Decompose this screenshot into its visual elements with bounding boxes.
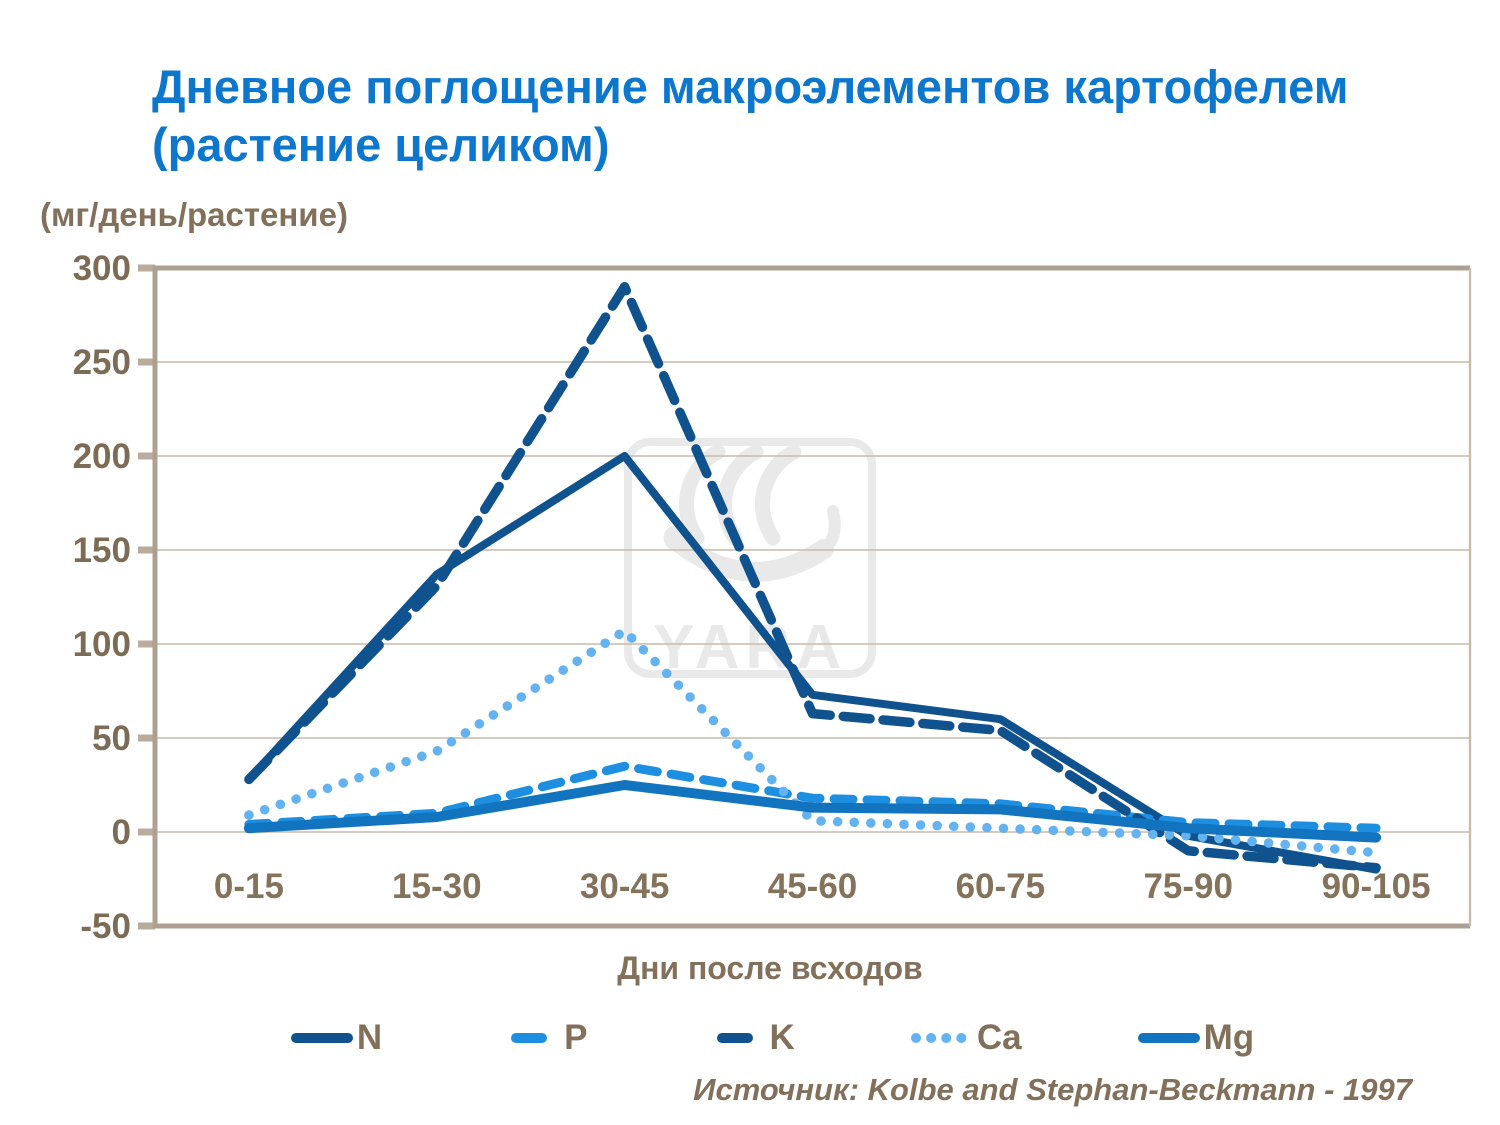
x-category-label-60-75: 60-75 — [956, 867, 1046, 906]
page-title-line2: (растение целиком) — [152, 118, 610, 172]
x-category-label-45-60: 45-60 — [768, 867, 858, 906]
y-tick-200 — [138, 452, 155, 460]
legend-swatch-p-icon — [511, 1033, 548, 1043]
watermark-sail-icon — [679, 444, 726, 546]
y-tick-label-50: 50 — [92, 719, 131, 758]
y-tick-0 — [138, 828, 155, 836]
legend-item-k: K — [704, 1018, 795, 1058]
page-title: Дневное поглощение макроэлементов картоф… — [152, 58, 1348, 175]
y-tick-label-250: 250 — [73, 343, 131, 382]
series-line-Mg — [243, 780, 1382, 843]
x-category-label-30-45: 30-45 — [580, 867, 670, 906]
x-axis-title: Дни после всходов — [617, 950, 923, 986]
watermark-head-icon — [818, 505, 841, 555]
y-tick-label-300: 300 — [73, 249, 131, 288]
y-tick-label-0: 0 — [112, 813, 131, 852]
y-tick-250 — [138, 358, 155, 366]
x-category-label-0-15: 0-15 — [214, 867, 284, 906]
legend-item-n: N — [290, 1018, 383, 1058]
watermark-frame — [624, 438, 876, 678]
page-title-line1: Дневное поглощение макроэлементов картоф… — [152, 60, 1349, 113]
legend-label-k: K — [769, 1018, 795, 1057]
legend-label-p: P — [564, 1018, 588, 1057]
y-tick-label-200: 200 — [73, 437, 131, 476]
legend-swatch-ca-icon — [910, 1033, 973, 1043]
series-line-Ca — [244, 626, 1381, 858]
source-citation: Источник: Kolbe and Stephan-Beckmann - 1… — [693, 1072, 1412, 1107]
watermark-text: YARA — [653, 613, 847, 682]
y-tick-label--50: -50 — [80, 907, 131, 946]
y-tick-300 — [138, 264, 155, 272]
y-axis-units-label: (мг/день/растение) — [40, 196, 348, 233]
legend-item-mg: Mg — [1137, 1018, 1255, 1058]
legend-label-n: N — [356, 1018, 383, 1057]
y-tick--50 — [138, 922, 155, 930]
series-line-K — [244, 282, 1381, 873]
y-tick-label-150: 150 — [73, 531, 131, 570]
legend-label-mg: Mg — [1203, 1018, 1255, 1057]
y-tick-100 — [138, 640, 155, 648]
legend-swatch-n-icon — [290, 1033, 353, 1043]
legend-label-ca: Ca — [976, 1018, 1022, 1057]
legend-item-p: P — [498, 1018, 588, 1058]
chart-legend: N P K Ca Mg — [150, 1018, 1395, 1058]
y-tick-50 — [138, 734, 155, 742]
x-category-label-15-30: 15-30 — [392, 867, 482, 906]
legend-swatch-k-icon — [716, 1033, 753, 1043]
y-tick-150 — [138, 546, 155, 554]
legend-swatch-mg-icon — [1137, 1033, 1200, 1043]
y-tick-label-100: 100 — [73, 625, 131, 664]
x-category-label-75-90: 75-90 — [1143, 867, 1233, 906]
legend-item-ca: Ca — [910, 1018, 1022, 1058]
watermark-sail-icon — [755, 444, 802, 546]
